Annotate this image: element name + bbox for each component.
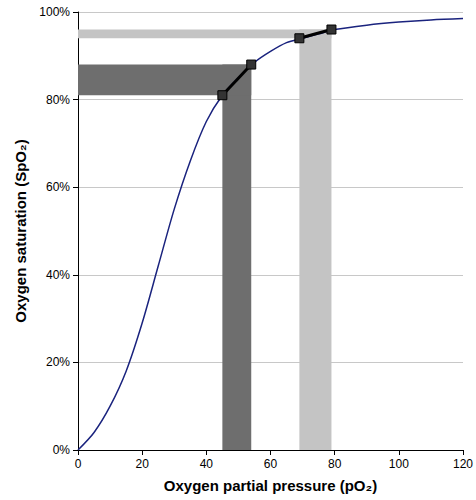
svg-text:0%: 0% [53,443,71,457]
svg-text:120: 120 [453,457,473,471]
svg-text:60%: 60% [46,180,70,194]
svg-text:0: 0 [75,457,82,471]
svg-text:100: 100 [389,457,409,471]
svg-text:20%: 20% [46,355,70,369]
svg-text:60: 60 [264,457,278,471]
svg-text:Oxygen saturation (SpO₂): Oxygen saturation (SpO₂) [12,139,29,322]
svg-text:40%: 40% [46,268,70,282]
svg-text:40: 40 [200,457,214,471]
svg-text:Oxygen partial pressure (pO₂): Oxygen partial pressure (pO₂) [164,477,377,494]
svg-text:20: 20 [135,457,149,471]
svg-text:100%: 100% [39,5,70,19]
svg-text:80%: 80% [46,93,70,107]
svg-text:80: 80 [328,457,342,471]
